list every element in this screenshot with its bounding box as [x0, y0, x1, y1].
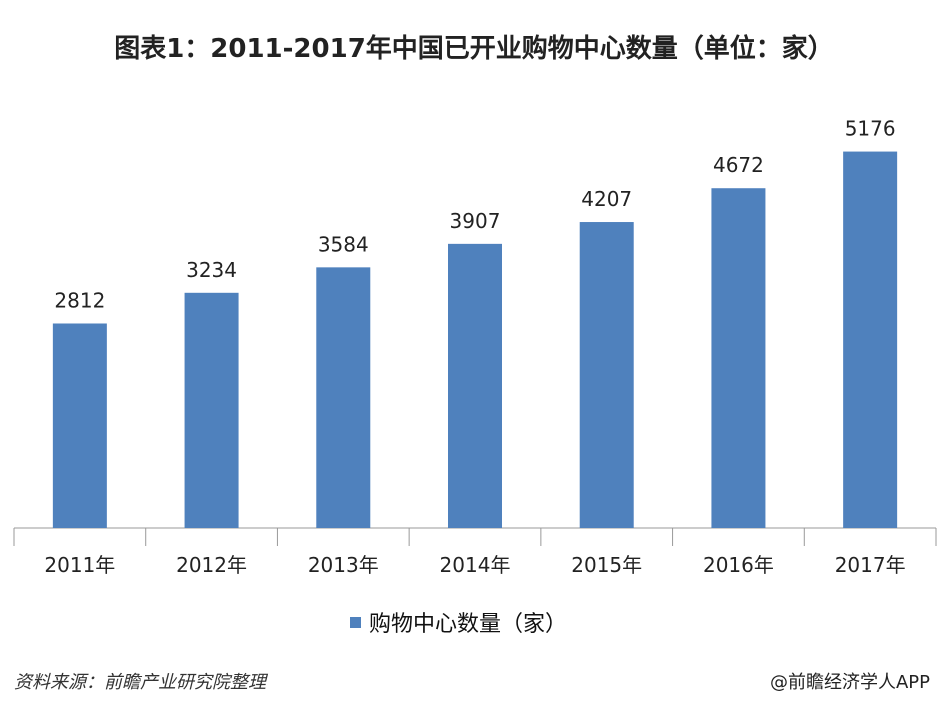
data-label: 3584	[318, 232, 369, 256]
x-tick-label: 2012年	[176, 553, 247, 577]
x-tick-label: 2017年	[835, 553, 906, 577]
chart-area: 2812 2011年 3234 2012年 3584 2013年 3907 2014年 4207…	[13, 117, 937, 577]
data-label: 2812	[54, 288, 105, 312]
brand-credit: @前瞻经济学人APP	[769, 672, 930, 693]
x-tick-label: 2013年	[308, 553, 379, 577]
bar-2013年	[316, 267, 371, 528]
x-tick-label: 2016年	[703, 553, 774, 577]
bar-2012年	[184, 292, 239, 528]
legend-label: 购物中心数量（家）	[369, 612, 568, 637]
bar-2014年	[448, 243, 502, 528]
bar-2016年	[711, 188, 766, 528]
data-label: 3907	[450, 209, 501, 233]
x-tick-label: 2014年	[440, 553, 511, 577]
bar-2011年	[52, 323, 107, 528]
bar-2015年	[579, 222, 634, 528]
x-tick-label: 2011年	[44, 553, 115, 577]
bar-2017年	[843, 151, 898, 528]
bar-chart: 2812 2011年 3234 2012年 3584 2013年 3907 2014年 4207…	[13, 117, 937, 577]
x-tick-label: 2015年	[571, 553, 642, 577]
data-label: 4672	[713, 153, 764, 177]
data-label: 3234	[186, 258, 237, 282]
legend-swatch	[350, 616, 361, 628]
chart-title: 图表1：2011-2017年中国已开业购物中心数量（单位：家）	[114, 34, 834, 64]
legend: 购物中心数量（家）	[350, 606, 567, 638]
source-note: 资料来源：前瞻产业研究院整理	[14, 672, 266, 693]
data-label: 5176	[845, 117, 896, 141]
data-label: 4207	[581, 187, 632, 211]
